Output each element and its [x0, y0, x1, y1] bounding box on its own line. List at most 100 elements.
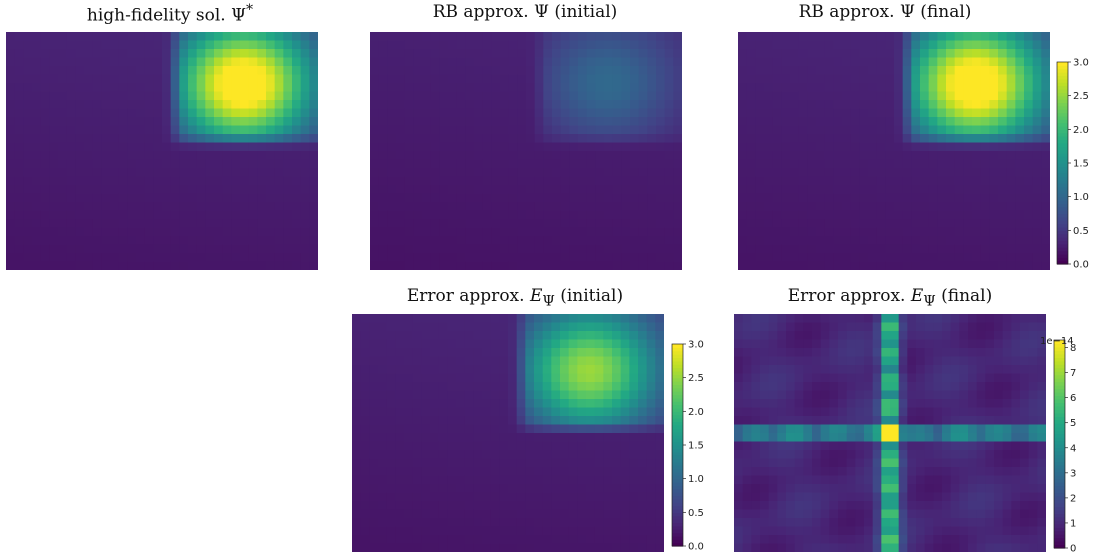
heatmap-cell	[412, 509, 422, 519]
heatmap-cell	[386, 467, 396, 477]
heatmap-cell	[673, 49, 682, 59]
heatmap-cell	[413, 91, 423, 101]
heatmap-cell	[474, 100, 484, 110]
heatmap-cell	[430, 49, 440, 59]
heatmap-cell	[872, 322, 882, 332]
heatmap-cell	[1041, 202, 1050, 212]
heatmap-cell	[781, 125, 791, 135]
heatmap-cell	[395, 467, 405, 477]
heatmap-cell	[448, 210, 458, 220]
heatmap-cell	[439, 40, 449, 50]
heatmap-cell	[568, 424, 578, 434]
heatmap-cell	[395, 322, 405, 332]
heatmap-cell	[482, 331, 492, 341]
heatmap-cell	[833, 74, 843, 84]
heatmap-cell	[594, 535, 604, 545]
heatmap-cell	[526, 210, 536, 220]
heatmap-cell	[266, 151, 276, 161]
heatmap-cell	[902, 74, 912, 84]
heatmap-cell	[980, 168, 990, 178]
heatmap-cell	[482, 543, 492, 552]
heatmap-cell	[274, 134, 284, 144]
heatmap-cell	[985, 365, 995, 375]
heatmap-cell	[760, 339, 770, 349]
heatmap-cell	[850, 32, 860, 42]
heatmap-cell	[456, 433, 466, 443]
heatmap-cell	[370, 176, 380, 186]
heatmap-cell	[846, 407, 856, 417]
heatmap-cell	[516, 348, 526, 358]
heatmap-cell	[274, 142, 284, 152]
heatmap-cell	[595, 219, 605, 229]
heatmap-cell	[196, 168, 206, 178]
heatmap-cell	[490, 484, 500, 494]
heatmap-cell	[422, 210, 432, 220]
heatmap-cell	[378, 543, 388, 552]
heatmap-cell	[144, 159, 154, 169]
heatmap-cell	[937, 134, 947, 144]
heatmap-cell	[1041, 185, 1050, 195]
heatmap-cell	[807, 49, 817, 59]
heatmap-cell	[1032, 74, 1042, 84]
heatmap-cell	[872, 450, 882, 460]
heatmap-cell	[838, 339, 848, 349]
heatmap-cell	[946, 202, 956, 212]
heatmap-cell	[655, 467, 664, 477]
heatmap-cell	[746, 151, 756, 161]
heatmap-cell	[630, 117, 640, 127]
heatmap-cell	[942, 339, 952, 349]
heatmap-cell	[162, 202, 172, 212]
heatmap-cell	[911, 227, 921, 237]
heatmap-cell	[560, 219, 570, 229]
heatmap-cell	[92, 227, 102, 237]
heatmap-cell	[989, 193, 999, 203]
heatmap-cell	[1032, 134, 1042, 144]
heatmap-cell	[781, 49, 791, 59]
heatmap-cell	[378, 176, 388, 186]
heatmap-cell	[842, 244, 852, 254]
heatmap-cell	[240, 210, 250, 220]
heatmap-cell	[170, 134, 180, 144]
heatmap-cell	[885, 100, 895, 110]
heatmap-cell	[612, 339, 622, 349]
heatmap-cell	[274, 227, 284, 237]
heatmap-cell	[482, 74, 492, 84]
heatmap-cell	[894, 151, 904, 161]
heatmap-cell	[309, 202, 318, 212]
heatmap-cell	[75, 108, 85, 118]
heatmap-cell	[812, 356, 822, 366]
heatmap-cell	[664, 244, 674, 254]
heatmap-cell	[989, 202, 999, 212]
heatmap-cell	[928, 193, 938, 203]
heatmap-cell	[959, 467, 969, 477]
heatmap-cell	[798, 32, 808, 42]
heatmap-cell	[1041, 142, 1050, 152]
heatmap-cell	[560, 356, 570, 366]
heatmap-cell	[577, 441, 587, 451]
heatmap-cell	[876, 159, 886, 169]
heatmap-cell	[517, 168, 527, 178]
heatmap-cell	[240, 32, 250, 42]
heatmap-cell	[49, 83, 59, 93]
heatmap-cell	[868, 185, 878, 195]
heatmap-cell	[560, 185, 570, 195]
heatmap-cell	[32, 193, 42, 203]
heatmap-cell	[49, 117, 59, 127]
heatmap-cell	[612, 450, 622, 460]
heatmap-cell	[911, 193, 921, 203]
heatmap-cell	[395, 382, 405, 392]
heatmap-cell	[1020, 373, 1030, 383]
heatmap-cell	[214, 57, 224, 67]
heatmap-cell	[551, 484, 561, 494]
heatmap-cell	[412, 526, 422, 536]
heatmap-cell	[500, 210, 510, 220]
heatmap-cell	[352, 501, 362, 511]
heatmap-cell	[933, 526, 943, 536]
heatmap-cell	[240, 91, 250, 101]
heatmap-cell	[543, 66, 553, 76]
heatmap-cell	[646, 424, 656, 434]
heatmap-cell	[491, 185, 501, 195]
heatmap-cell	[292, 219, 302, 229]
heatmap-cell	[885, 74, 895, 84]
heatmap-cell	[32, 125, 42, 135]
